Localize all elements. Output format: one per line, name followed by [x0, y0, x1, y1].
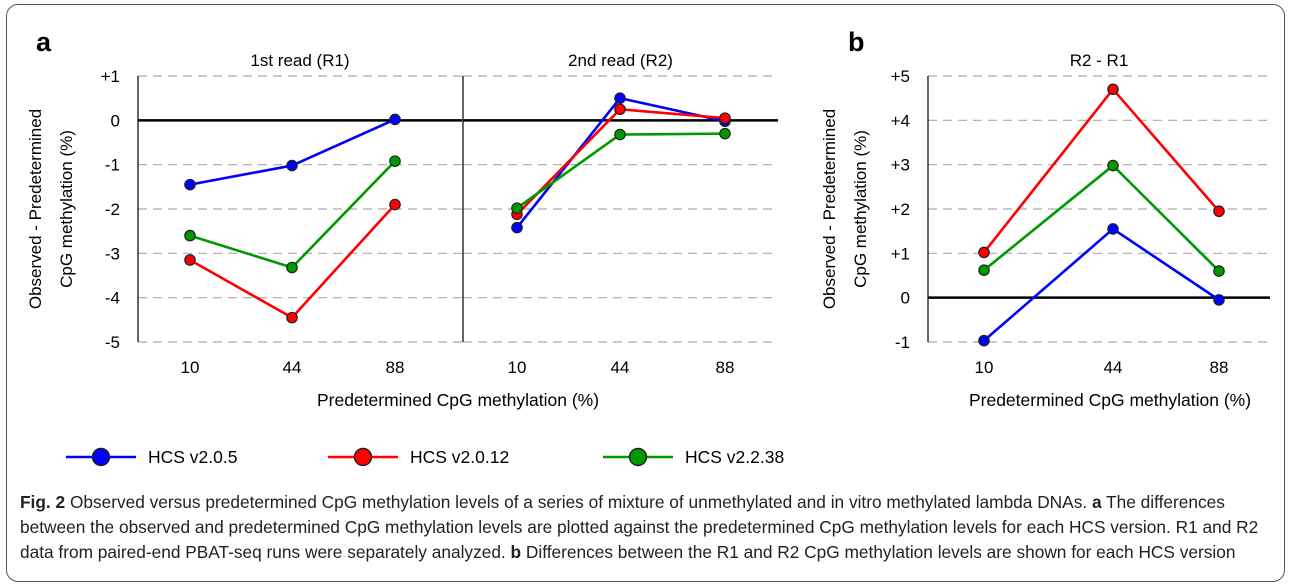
x-axis-label: Predetermined CpG methylation (%) [317, 390, 599, 410]
data-point [1213, 205, 1225, 218]
x-axis-label: Predetermined CpG methylation (%) [969, 390, 1251, 410]
data-point [1107, 83, 1119, 96]
legend-label: HCS v2.0.12 [410, 447, 509, 467]
x-tick-label: 88 [386, 358, 405, 377]
y-tick-label: +3 [891, 156, 910, 175]
data-point [1107, 223, 1119, 235]
panel-letter: a [36, 27, 52, 57]
data-point [978, 334, 990, 347]
y-tick-label: +2 [891, 200, 910, 219]
data-point [389, 155, 401, 167]
series-line [189, 203, 396, 319]
series-line [982, 88, 1220, 254]
legend-marker [353, 447, 373, 467]
y-tick-label: -1 [105, 156, 120, 175]
data-point [614, 92, 626, 104]
y-tick-label: -5 [105, 333, 120, 352]
data-point [1213, 294, 1225, 306]
legend: HCS v2.0.5 HCS v2.0.12 HCS v2.2.38 [66, 447, 784, 467]
chart-panel-3: +5 +4 +3 +2 +1 0 -1 10 44 88 R2 - R1 b Observed - Pr… [820, 27, 1270, 377]
data-point [978, 264, 990, 276]
data-point [389, 198, 401, 211]
data-point [978, 246, 990, 259]
x-tick-label: 10 [508, 358, 527, 377]
x-tick-label: 10 [181, 358, 200, 377]
legend-item: HCS v2.0.12 [328, 447, 509, 467]
y-tick-label: -4 [105, 289, 120, 308]
y-tick-label: +1 [891, 244, 910, 263]
legend-label: HCS v2.0.5 [148, 447, 237, 467]
x-tick-label: 88 [1210, 358, 1229, 377]
legend-item: HCS v2.0.5 [66, 447, 237, 467]
chart-panel-2: 10 44 88 2nd read (R2) [462, 51, 778, 377]
series-line [189, 118, 396, 186]
series-line [983, 164, 1220, 272]
caption-panel-b-text: Differences between the R1 and R2 CpG me… [521, 542, 1236, 562]
y-tick-label: +4 [891, 111, 910, 130]
x-tick-label: 44 [611, 358, 630, 377]
series-line [189, 160, 396, 269]
legend-marker [628, 447, 648, 467]
caption-panel-a-text: The differences between the observed and… [20, 492, 1259, 562]
caption-text: Observed versus predetermined CpG methyl… [65, 492, 1092, 512]
caption-panel-b-label: b [510, 542, 522, 562]
legend-item: HCS v2.2.38 [603, 447, 784, 467]
data-point [286, 261, 298, 274]
legend-marker [91, 447, 111, 467]
y-tick-label: 0 [111, 111, 120, 130]
data-point [286, 159, 298, 172]
x-tick-label: 44 [1104, 358, 1123, 377]
data-point [286, 311, 298, 324]
y-tick-label: -2 [105, 200, 120, 219]
caption-panel-a-label: a [1091, 492, 1102, 512]
x-tick-label: 10 [975, 358, 994, 377]
y-axis-label: CpG methylation (%) [57, 130, 76, 288]
panel-letter: b [848, 27, 865, 57]
series-line [983, 227, 1220, 342]
data-point [1107, 159, 1119, 172]
data-point [184, 178, 196, 191]
panel-title: 1st read (R1) [250, 51, 349, 70]
figure-caption: Fig. 2 Observed versus predetermined CpG… [20, 490, 1275, 565]
data-point [614, 103, 626, 116]
data-point [719, 127, 731, 140]
y-axis-label: Observed - Predetermined [26, 109, 45, 309]
caption-figure-label: Fig. 2 [20, 492, 66, 512]
y-tick-label: +1 [101, 67, 120, 86]
data-point [184, 254, 196, 266]
panel-title: 2nd read (R2) [568, 51, 673, 70]
series-line [516, 107, 726, 216]
series-line [516, 132, 726, 210]
data-point [184, 229, 196, 242]
data-point [511, 202, 523, 214]
figure-frame [6, 4, 1285, 582]
series-line [515, 96, 726, 229]
legend-label: HCS v2.2.38 [685, 447, 784, 467]
y-axis-label: CpG methylation (%) [851, 130, 870, 288]
y-tick-label: 0 [901, 289, 910, 308]
y-axis-label: Observed - Predetermined [820, 109, 839, 309]
chart-panel-1: +1 0 -1 -2 -3 -4 -5 10 44 88 1st read (R1) a Observe… [26, 27, 462, 377]
data-point [1213, 265, 1225, 277]
x-tick-label: 88 [716, 358, 735, 377]
y-tick-label: -3 [105, 244, 120, 263]
data-point [389, 113, 401, 126]
data-point [614, 128, 626, 141]
data-point [719, 112, 731, 124]
x-tick-label: 44 [283, 358, 302, 377]
y-tick-label: +5 [891, 67, 910, 86]
data-point [511, 221, 523, 234]
panel-title: R2 - R1 [1070, 51, 1129, 70]
y-tick-label: -1 [895, 333, 910, 352]
